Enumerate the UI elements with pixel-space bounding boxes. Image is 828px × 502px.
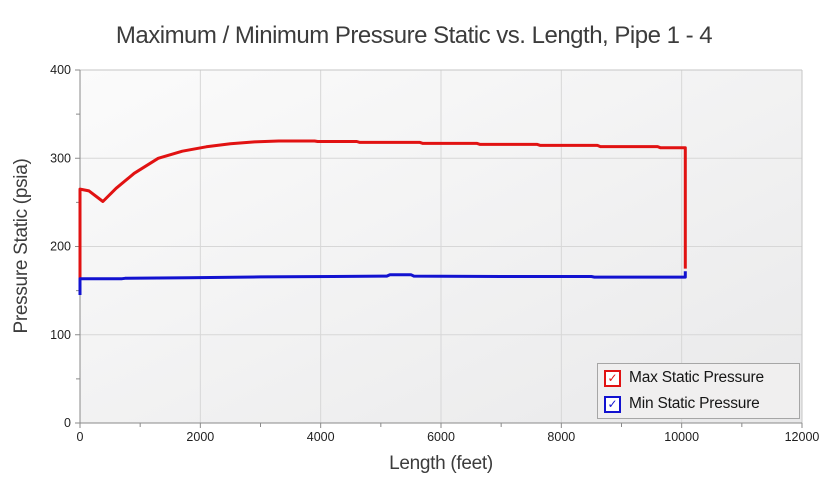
y-tick-label: 100 (50, 328, 71, 342)
series-line-max-static-pressure (78, 139, 687, 280)
y-tick-label: 400 (50, 63, 71, 77)
x-tick-label: 10000 (664, 430, 699, 444)
max-static-pressure-checkbox[interactable]: ✓ (604, 369, 621, 387)
y-axis-label: Pressure Static (psia) (11, 158, 32, 334)
x-tick-label: 0 (77, 430, 84, 444)
y-tick-label: 0 (64, 416, 71, 430)
y-tick-label: 300 (50, 151, 71, 165)
chart-title: Maximum / Minimum Pressure Static vs. Le… (115, 22, 713, 49)
legend-label: Max Static Pressure (629, 369, 764, 386)
x-tick-label: 6000 (427, 430, 455, 444)
y-tick-label: 200 (50, 240, 71, 254)
x-tick-label: 2000 (186, 430, 214, 444)
legend-label: Min Static Pressure (629, 395, 760, 412)
legend: ✓ Max Static Pressure ✓ Min Static Press… (597, 363, 800, 419)
x-axis-label: Length (feet) (389, 453, 493, 474)
x-tick-label: 4000 (307, 430, 335, 444)
legend-item-max-static-pressure: ✓ Max Static Pressure (604, 366, 799, 390)
min-static-pressure-checkbox[interactable]: ✓ (604, 395, 621, 413)
x-tick-label: 12000 (785, 430, 820, 444)
series-line-min-static-pressure (78, 271, 687, 295)
legend-item-min-static-pressure: ✓ Min Static Pressure (604, 392, 799, 416)
x-tick-label: 8000 (547, 430, 575, 444)
